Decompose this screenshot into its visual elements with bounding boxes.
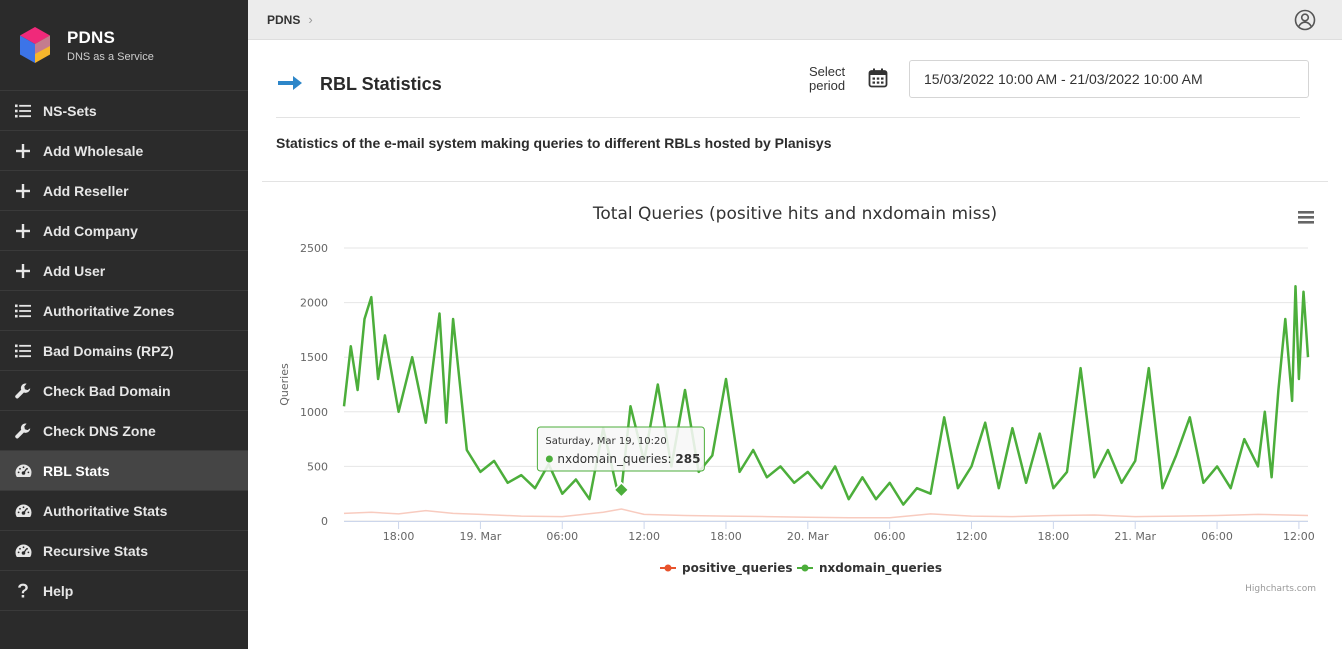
sidebar-item-add-user[interactable]: Add User: [0, 251, 248, 291]
cube-logo-icon: [20, 27, 50, 63]
chart-credits[interactable]: Highcharts.com: [1245, 584, 1316, 594]
sidebar-item-label: Recursive Stats: [43, 542, 149, 559]
page-header: RBL Statistics Select period: [276, 60, 1309, 118]
tooltip-title: Saturday, Mar 19, 10:20: [545, 436, 666, 447]
divider: [262, 181, 1328, 182]
sidebar-item-authoritative-stats[interactable]: Authoritative Stats: [0, 491, 248, 531]
tooltip-value-line: nxdomain_queries: 285: [557, 452, 700, 466]
sidebar-item-label: Add Company: [43, 222, 138, 239]
legend-label: positive_queries: [682, 561, 792, 576]
page-title: RBL Statistics: [320, 74, 442, 94]
series-line-positive-queries[interactable]: [343, 508, 1309, 519]
tooltip-colon: :: [668, 452, 676, 466]
sidebar-item-label: Help: [43, 582, 74, 599]
gauge-icon: [14, 502, 32, 520]
sidebar-item-check-dns-zone[interactable]: Check DNS Zone: [0, 411, 248, 451]
sidebar-item-check-bad-domain[interactable]: Check Bad Domain: [0, 371, 248, 411]
calendar-icon[interactable]: [868, 68, 888, 88]
sidebar-item-add-reseller[interactable]: Add Reseller: [0, 171, 248, 211]
brand-tagline: DNS as a Service: [67, 50, 154, 63]
sidebar-item-add-company[interactable]: Add Company: [0, 211, 248, 251]
plus-icon: [14, 142, 32, 160]
tooltip-series-name: nxdomain_queries: [557, 452, 667, 466]
sidebar: PDNS DNS as a Service NS-Sets Add Wholesa…: [0, 0, 248, 649]
sidebar-item-rbl-stats[interactable]: RBL Stats: [0, 451, 248, 491]
select-period-label: Select period: [809, 64, 846, 93]
date-range-input[interactable]: [909, 60, 1309, 98]
x-tick-label: 20. Mar: [787, 530, 829, 543]
sidebar-item-label: Add Wholesale: [43, 142, 144, 159]
breadcrumb-separator: ›: [308, 12, 313, 27]
arrow-right-icon: [278, 76, 302, 90]
hover-marker: [613, 481, 630, 499]
brand-name: PDNS: [67, 27, 116, 47]
sidebar-item-label: Add User: [43, 262, 106, 279]
gauge-icon: [14, 542, 32, 560]
user-account-icon[interactable]: [1294, 9, 1316, 31]
legend-item-positive-queries[interactable]: positive_queries: [660, 561, 792, 576]
list-icon: [14, 102, 32, 120]
y-tick-label: 0: [321, 515, 328, 528]
queries-chart: Total Queries (positive hits and nxdomai…: [278, 204, 1316, 594]
y-tick-label: 2000: [300, 297, 328, 310]
wrench-icon: [14, 382, 32, 400]
sidebar-item-authoritative-zones[interactable]: Authoritative Zones: [0, 291, 248, 331]
y-tick-label: 2500: [300, 242, 328, 255]
page-description: Statistics of the e-mail system making q…: [276, 135, 832, 151]
y-tick-label: 1500: [300, 351, 328, 364]
plus-icon: [14, 182, 32, 200]
breadcrumb[interactable]: PDNS: [267, 12, 301, 27]
y-tick-label: 1000: [300, 406, 328, 419]
legend-item-nxdomain-queries[interactable]: nxdomain_queries: [797, 561, 942, 576]
sidebar-item-label: Check DNS Zone: [43, 422, 156, 439]
sidebar-item-label: Bad Domains (RPZ): [43, 342, 174, 359]
chart-tooltip: Saturday, Mar 19, 10:20 nxdomain_queries:…: [536, 426, 705, 472]
chart-menu-icon[interactable]: [1298, 211, 1314, 224]
sidebar-item-add-wholesale[interactable]: Add Wholesale: [0, 131, 248, 171]
sidebar-item-label: RBL Stats: [43, 462, 110, 479]
x-tick-label: 18:00: [383, 530, 415, 543]
tooltip-series-dot: [545, 455, 553, 463]
y-tick-label: 500: [307, 460, 328, 473]
tooltip-value: 285: [675, 452, 700, 466]
legend-label: nxdomain_queries: [819, 561, 942, 576]
sidebar-item-label: Check Bad Domain: [43, 382, 171, 399]
plus-icon: [14, 262, 32, 280]
chart-title: Total Queries (positive hits and nxdomai…: [592, 204, 997, 224]
y-axis-label: Queries: [278, 363, 291, 406]
sidebar-item-ns-sets[interactable]: NS-Sets: [0, 91, 248, 131]
x-tick-label: 12:00: [628, 530, 660, 543]
sidebar-item-label: Authoritative Zones: [43, 302, 175, 319]
sidebar-item-label: Authoritative Stats: [43, 502, 168, 519]
sidebar-item-label: Add Reseller: [43, 182, 129, 199]
x-tick-label: 06:00: [874, 530, 906, 543]
list-icon: [14, 342, 32, 360]
plus-icon: [14, 222, 32, 240]
brand[interactable]: PDNS DNS as a Service: [0, 0, 248, 91]
wrench-icon: [14, 422, 32, 440]
x-tick-label: 06:00: [546, 530, 578, 543]
sidebar-item-recursive-stats[interactable]: Recursive Stats: [0, 531, 248, 571]
topbar: PDNS ›: [248, 0, 1342, 40]
sidebar-item-bad-domains-rpz[interactable]: Bad Domains (RPZ): [0, 331, 248, 371]
x-tick-label: 18:00: [1038, 530, 1070, 543]
series-line-nxdomain-queries[interactable]: [342, 284, 1310, 506]
x-tick-label: 12:00: [956, 530, 988, 543]
x-tick-label: 06:00: [1201, 530, 1233, 543]
x-tick-label: 19. Mar: [460, 530, 502, 543]
gauge-icon: [14, 462, 32, 480]
sidebar-item-help[interactable]: Help: [0, 571, 248, 611]
main-content: RBL Statistics Select period Statistics …: [248, 40, 1342, 649]
sidebar-item-label: NS-Sets: [43, 102, 97, 119]
x-tick-label: 12:00: [1283, 530, 1315, 543]
question-icon: [14, 582, 32, 600]
sidebar-nav: NS-Sets Add Wholesale Add Reseller Add Comp…: [0, 91, 248, 611]
x-tick-label: 18:00: [710, 530, 742, 543]
x-tick-label: 21. Mar: [1114, 530, 1156, 543]
list-icon: [14, 302, 32, 320]
